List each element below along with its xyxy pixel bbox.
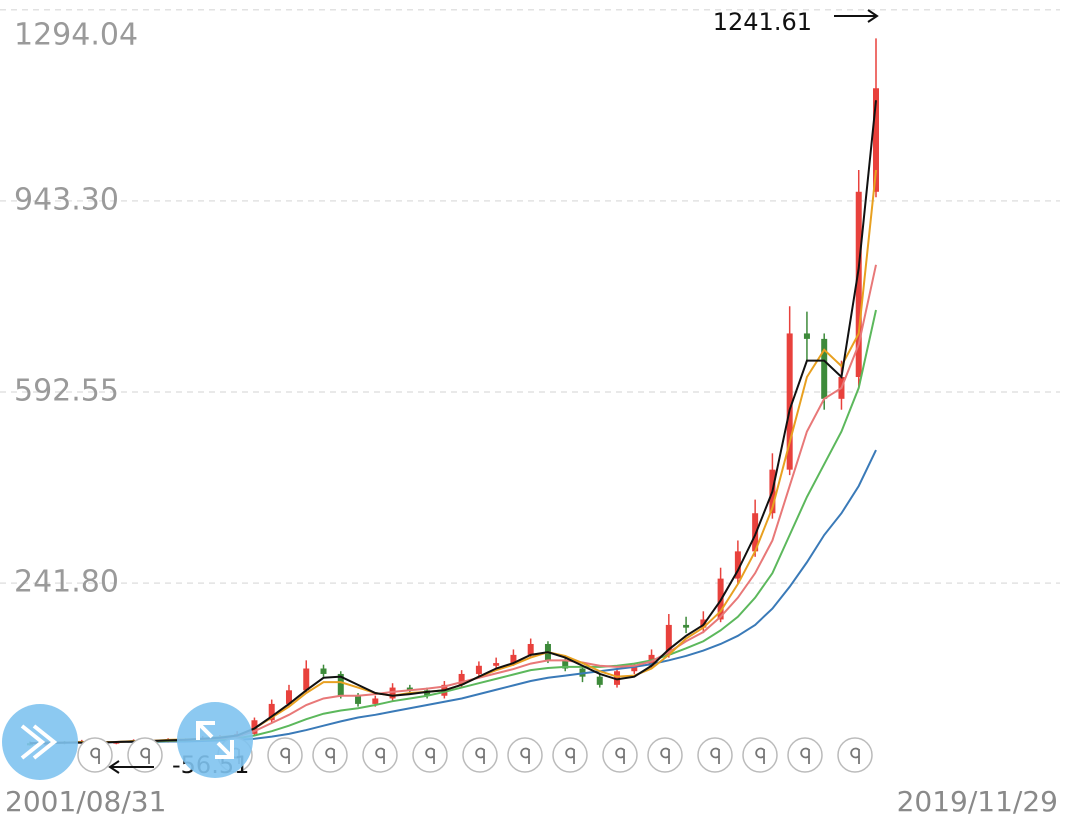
marker: [127, 737, 163, 773]
marker: [697, 737, 733, 773]
marker: [462, 737, 498, 773]
marker-circle: [552, 737, 588, 773]
marker-glyph: [520, 747, 530, 764]
marker-circle: [602, 737, 638, 773]
marker-glyph: [710, 747, 720, 764]
marker: [312, 737, 348, 773]
grid: 1294.04 943.30 592.55 241.80: [0, 9, 1060, 600]
candle-body: [251, 720, 258, 734]
marker: [77, 737, 113, 773]
marker-circle: [787, 737, 823, 773]
arrow-head: [867, 9, 879, 23]
back-button[interactable]: [2, 704, 78, 780]
y-tick-label: 943.30: [14, 182, 119, 217]
candle-body: [614, 671, 621, 685]
candle-body: [683, 624, 690, 628]
marker-glyph: [425, 747, 435, 764]
marker-glyph: [90, 747, 100, 764]
candle-body: [631, 665, 638, 672]
candle-body: [596, 676, 603, 685]
marker-glyph: [375, 747, 385, 764]
y-tick-label: 241.80: [14, 565, 119, 600]
candle-body: [752, 513, 759, 552]
marker-glyph: [800, 747, 810, 764]
moving-average-line: [30, 100, 877, 745]
marker-circle: [362, 737, 398, 773]
marker-circle: [697, 737, 733, 773]
plot: [27, 38, 879, 746]
marker-circle: [412, 737, 448, 773]
marker: [647, 737, 683, 773]
marker-glyph: [565, 747, 575, 764]
candle-body: [424, 690, 431, 696]
marker: [507, 737, 543, 773]
marker-glyph: [850, 747, 860, 764]
candle-body: [734, 551, 741, 579]
marker-glyph: [475, 747, 485, 764]
marker-circle: [77, 737, 113, 773]
marker-circle: [312, 737, 348, 773]
x-tick-label: 2019/11/29: [897, 785, 1058, 818]
marker-circle: [267, 737, 303, 773]
marker-circle: [742, 737, 778, 773]
candle-body: [320, 668, 327, 674]
candle-body: [268, 703, 275, 721]
marker-glyph: [325, 747, 335, 764]
marker: [362, 737, 398, 773]
candle-body: [527, 643, 534, 655]
x-tick-label: 2001/08/31: [5, 785, 166, 818]
candle-body: [803, 333, 810, 339]
icon: [20, 724, 58, 760]
markers-row: [77, 737, 873, 773]
marker-circle: [507, 737, 543, 773]
candle-body: [562, 660, 569, 669]
candle-body: [475, 665, 482, 674]
candle-body: [665, 624, 672, 655]
candle-body: [389, 687, 396, 699]
marker-glyph: [615, 747, 625, 764]
candle-body: [337, 673, 344, 696]
candle-body: [855, 191, 862, 378]
marker-glyph: [660, 747, 670, 764]
marker-glyph: [755, 747, 765, 764]
high-annotation: 1241.61: [713, 8, 879, 36]
marker-circle: [127, 737, 163, 773]
candle-body: [873, 88, 879, 192]
candle-body: [406, 687, 413, 691]
marker: [552, 737, 588, 773]
marker-glyph: [280, 747, 290, 764]
candle-body: [355, 695, 362, 704]
candle-body: [458, 673, 465, 685]
marker: [602, 737, 638, 773]
marker: [412, 737, 448, 773]
candle-body: [303, 668, 310, 691]
candle-body: [285, 690, 292, 704]
high-label: 1241.61: [713, 8, 812, 36]
marker: [837, 737, 873, 773]
marker: [787, 737, 823, 773]
y-tick-label: 1294.04: [14, 18, 138, 53]
marker: [267, 737, 303, 773]
marker-glyph: [140, 747, 150, 764]
icon: [196, 721, 234, 759]
button-bg[interactable]: [177, 702, 253, 778]
marker-circle: [462, 737, 498, 773]
candle-body: [372, 698, 379, 704]
candle-body: [493, 663, 500, 666]
marker-circle: [837, 737, 873, 773]
y-tick-label: 592.55: [14, 373, 119, 408]
arrow-head: [108, 760, 120, 774]
marker: [742, 737, 778, 773]
candle-body: [821, 338, 828, 399]
zoom-button[interactable]: [177, 702, 253, 778]
candle-body: [786, 333, 793, 470]
marker-circle: [647, 737, 683, 773]
candle-body: [510, 654, 517, 664]
